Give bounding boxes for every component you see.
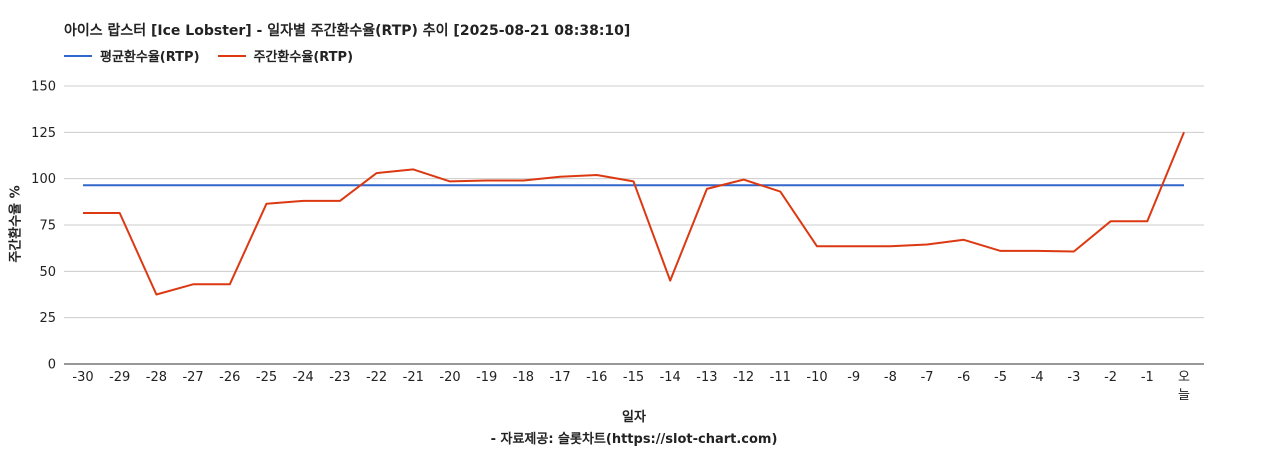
x-tick-label: -17 [549,370,570,385]
x-tick-label: -12 [733,370,754,385]
legend-item-weekly[interactable]: 주간환수율(RTP) [217,46,354,65]
x-tick-label: -1 [1141,370,1154,385]
x-tick-label: -22 [366,370,387,385]
legend-swatch-average [64,54,92,57]
x-tick-label: -23 [329,370,350,385]
x-tick-label: -25 [256,370,277,385]
x-tick-label: -2 [1104,370,1117,385]
x-tick-label: -14 [660,370,681,385]
x-tick-label: -20 [439,370,460,385]
y-tick-label: 75 [39,219,56,234]
x-tick-label: -29 [109,370,130,385]
y-tick-label: 100 [31,172,56,187]
x-tick-label: -10 [806,370,827,385]
y-tick-label: 0 [48,358,56,373]
x-tick-label: -11 [770,370,791,385]
x-axis-title: 일자 [622,410,646,425]
x-tick-label: -5 [994,370,1007,385]
x-tick-label: -18 [513,370,534,385]
y-tick-label: 125 [31,126,56,141]
legend-item-average[interactable]: 평균환수율(RTP) [64,46,200,65]
x-tick-label: -30 [72,370,93,385]
x-tick-label: -28 [146,370,167,385]
x-tick-label: -3 [1067,370,1080,385]
chart-title: 아이스 랍스터 [Ice Lobster] - 일자별 주간환수율(RTP) 추… [64,23,631,39]
legend-swatch-weekly [217,54,246,57]
x-tick-label: -7 [921,370,934,385]
x-tick-label: -8 [884,370,897,385]
y-tick-label: 50 [39,265,56,280]
y-tick-label: 150 [31,80,56,95]
x-tick-label: -16 [586,370,607,385]
x-tick-label: -4 [1031,370,1044,385]
x-tick-label: -19 [476,370,497,385]
x-tick-label: -27 [182,370,203,385]
x-tick-label: -13 [696,370,717,385]
y-tick-label: 25 [39,311,56,326]
x-tick-label: -15 [623,370,644,385]
source-credit: - 자료제공: 슬롯차트(https://slot-chart.com) [490,432,778,447]
x-tick-label: -24 [293,370,314,385]
x-tick-label: -21 [403,370,424,385]
x-tick-label: -9 [847,370,860,385]
y-axis-title: 주간환수율 % [8,185,24,263]
legend: 평균환수율(RTP) 주간환수율(RTP) [64,46,353,65]
x-tick-label: -6 [957,370,970,385]
legend-label-weekly: 주간환수율(RTP) [253,50,354,65]
legend-label-average: 평균환수율(RTP) [100,50,200,65]
x-tick-label: -26 [219,370,240,385]
series-line-weekly [83,131,1185,296]
